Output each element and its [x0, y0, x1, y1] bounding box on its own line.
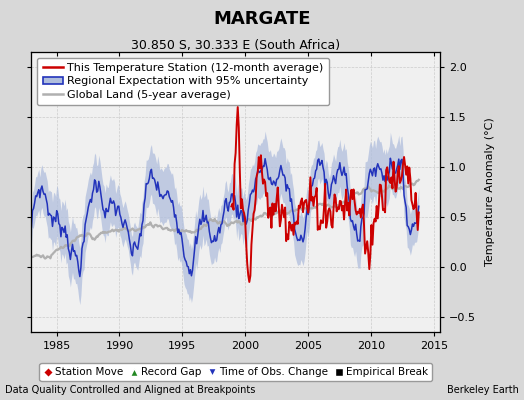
Legend: Station Move, Record Gap, Time of Obs. Change, Empirical Break: Station Move, Record Gap, Time of Obs. C…: [39, 363, 432, 381]
Text: Berkeley Earth: Berkeley Earth: [447, 385, 519, 395]
Title: 30.850 S, 30.333 E (South Africa): 30.850 S, 30.333 E (South Africa): [131, 39, 341, 52]
Text: MARGATE: MARGATE: [213, 10, 311, 28]
Y-axis label: Temperature Anomaly (°C): Temperature Anomaly (°C): [485, 118, 495, 266]
Text: Data Quality Controlled and Aligned at Breakpoints: Data Quality Controlled and Aligned at B…: [5, 385, 256, 395]
